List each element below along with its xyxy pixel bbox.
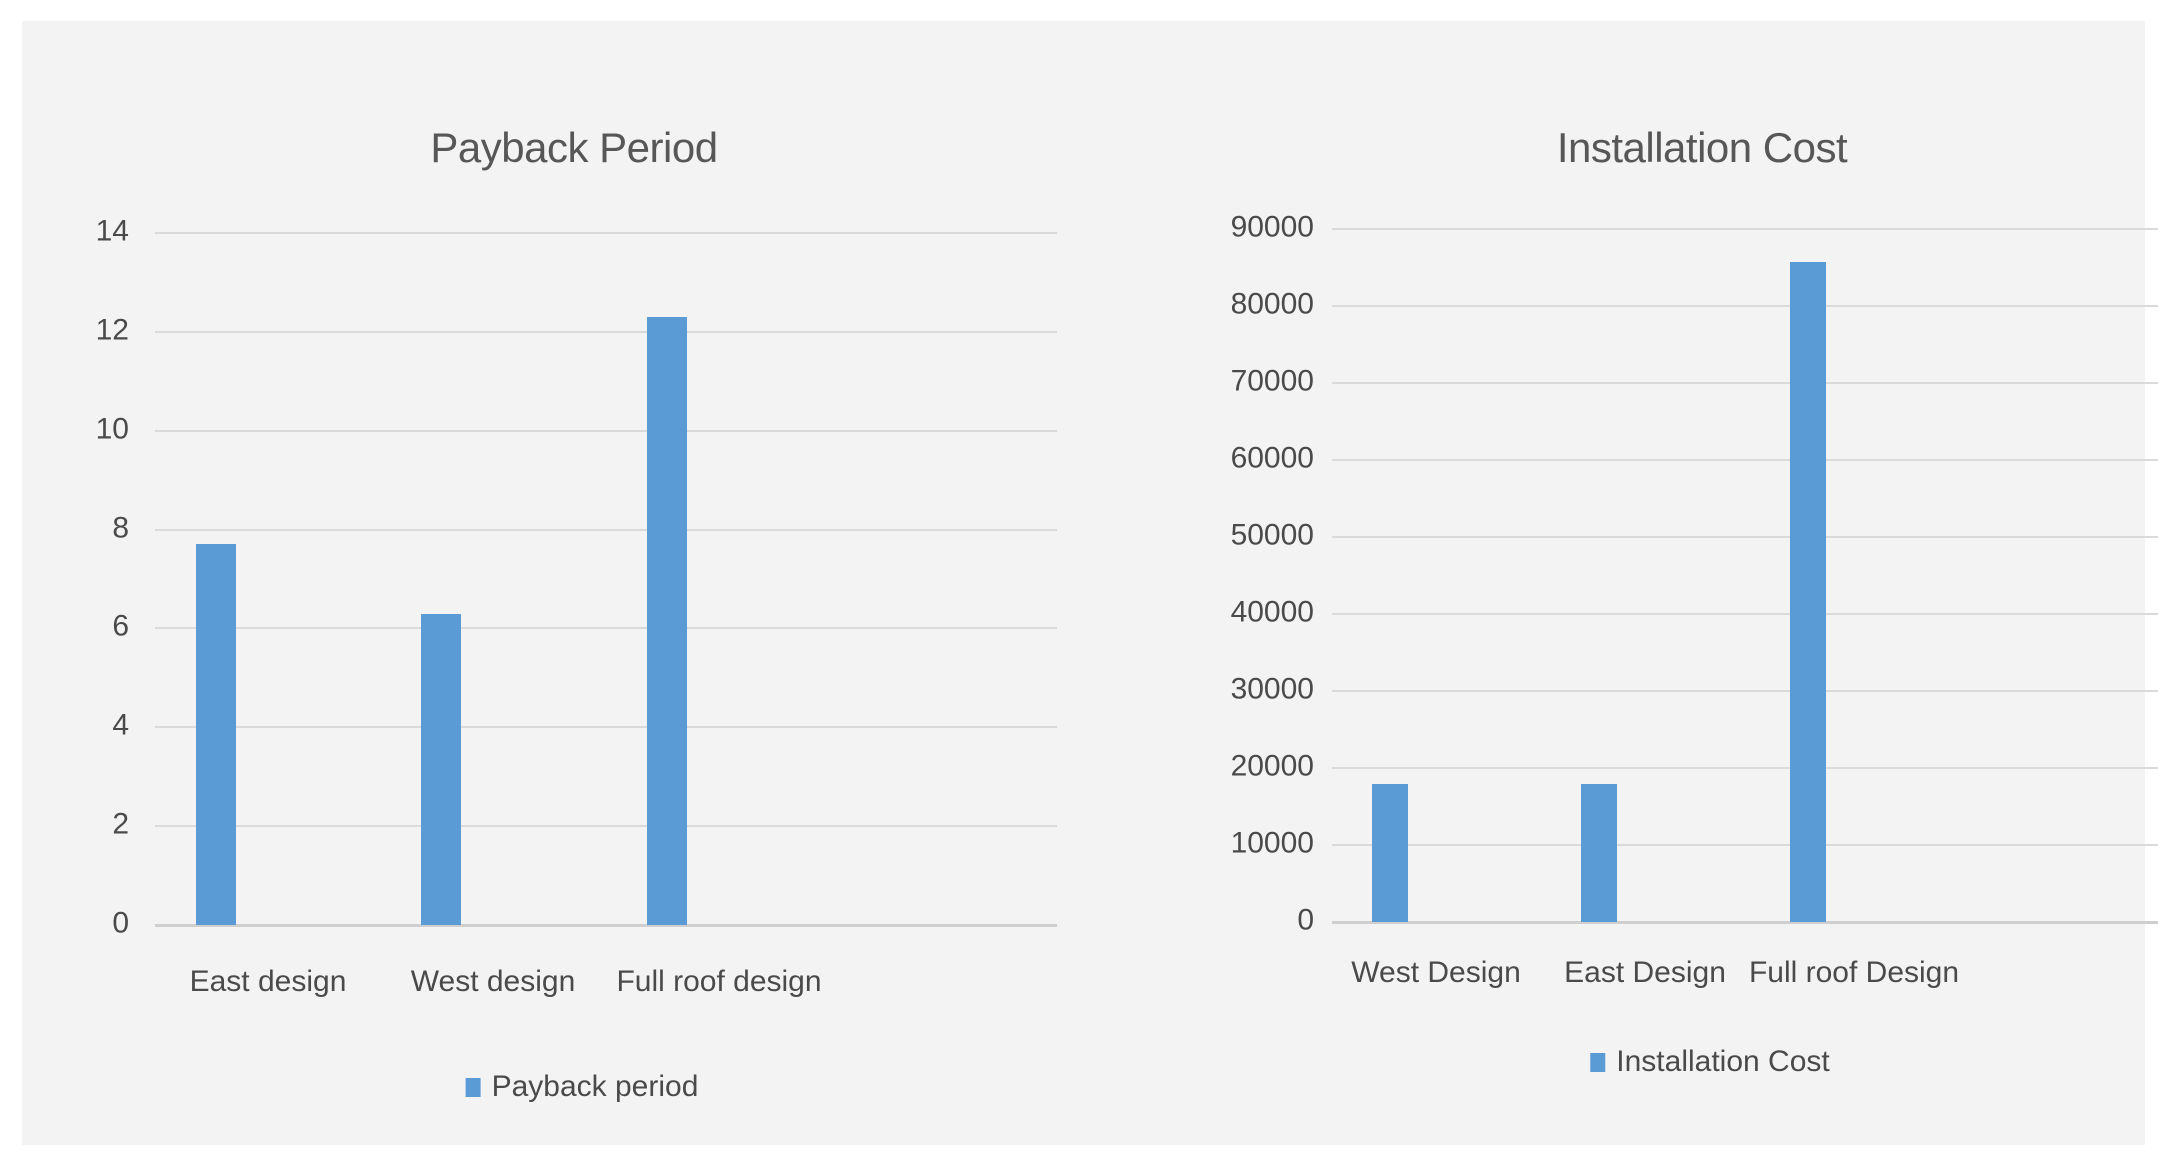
- installation-chart-title: Installation Cost: [1556, 124, 1848, 171]
- installation-legend-label: Installation Cost: [1616, 1045, 1830, 1078]
- y-tick-label: 50000: [1230, 518, 1314, 552]
- y-tick-label: 8: [112, 511, 129, 545]
- bar-full-roof-design: [1790, 262, 1826, 922]
- y-tick-label: 20000: [1230, 749, 1314, 783]
- installation-chart-plot-area: 0 10000 20000 30000 40000 50000 60000 70000 8000…: [1231, 210, 2158, 989]
- gridline: [1332, 382, 2158, 384]
- x-axis-line: [1332, 921, 2158, 924]
- bar-west-design: [421, 614, 461, 925]
- category-label: Full roof design: [616, 965, 822, 998]
- gridline: [155, 726, 1057, 728]
- gridline: [1332, 536, 2158, 538]
- legend-swatch-icon: [1590, 1052, 1606, 1072]
- y-tick-label: 6: [112, 609, 129, 643]
- gridline: [1332, 613, 2158, 615]
- category-label: West Design: [1351, 956, 1521, 989]
- y-tick-label: 60000: [1230, 441, 1314, 475]
- y-tick-label: 10000: [1230, 826, 1314, 860]
- y-tick-label: 14: [95, 214, 129, 248]
- bar-full-roof-design: [647, 317, 687, 925]
- gridline: [155, 232, 1057, 234]
- category-label: Full roof Design: [1748, 956, 1960, 989]
- y-tick-label: 0: [112, 906, 129, 940]
- y-tick-label: 30000: [1230, 672, 1314, 706]
- gridline: [155, 430, 1057, 432]
- bar-west-design: [1372, 784, 1408, 922]
- gridline: [1332, 844, 2158, 846]
- payback-chart-title: Payback Period: [430, 124, 718, 171]
- y-tick-label: 4: [112, 708, 129, 742]
- gridline: [1332, 228, 2158, 230]
- gridline: [1332, 305, 2158, 307]
- y-tick-label: 12: [95, 313, 129, 347]
- y-tick-label: 10: [95, 412, 129, 446]
- gridline: [1332, 690, 2158, 692]
- y-tick-label: 90000: [1230, 210, 1314, 244]
- gridline: [155, 331, 1057, 333]
- x-axis-line: [155, 924, 1057, 927]
- gridline: [1332, 459, 2158, 461]
- y-tick-label: 2: [112, 807, 129, 841]
- payback-legend-label: Payback period: [491, 1070, 699, 1103]
- category-label: East Design: [1564, 956, 1726, 989]
- payback-chart-plot-area: 0 2 4 6 8 10 12 14 East design West design Full ro…: [96, 214, 1057, 998]
- payback-legend: Payback period: [465, 1070, 699, 1104]
- y-tick-label: 80000: [1230, 287, 1314, 321]
- category-label: East design: [189, 965, 347, 998]
- bar-east-design: [196, 544, 236, 925]
- gridline: [155, 825, 1057, 827]
- gridline: [1332, 767, 2158, 769]
- gridline: [155, 627, 1057, 629]
- legend-swatch-icon: [465, 1077, 481, 1097]
- y-tick-label: 40000: [1230, 595, 1314, 629]
- category-label: West design: [410, 965, 576, 998]
- bar-east-design: [1581, 784, 1617, 922]
- chart-canvas: Payback Period Installation Cost 0 2 4 6 8 10…: [22, 21, 2158, 1145]
- gridline: [155, 529, 1057, 531]
- y-tick-label: 0: [1297, 903, 1314, 937]
- y-tick-label: 70000: [1230, 364, 1314, 398]
- installation-legend: Installation Cost: [1590, 1045, 1830, 1079]
